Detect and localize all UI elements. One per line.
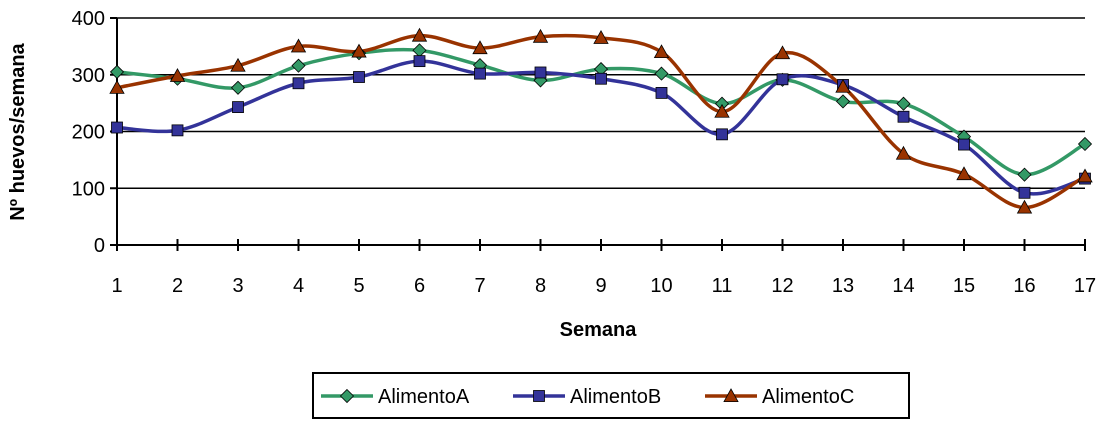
point-alimentob-9 bbox=[595, 72, 607, 85]
x-tick-label-12: 12 bbox=[771, 275, 793, 297]
y-tick-label-200: 200 bbox=[72, 122, 105, 144]
y-tick-label-300: 300 bbox=[72, 65, 105, 87]
point-alimentoa-1 bbox=[109, 64, 125, 79]
point-alimentoc-11 bbox=[714, 103, 730, 118]
y-tick-label-100: 100 bbox=[72, 178, 105, 200]
x-tick-label-5: 5 bbox=[353, 275, 364, 297]
point-alimentoc-16 bbox=[1016, 199, 1033, 214]
x-tick-label-15: 15 bbox=[953, 275, 975, 297]
x-tick-label-3: 3 bbox=[232, 275, 243, 297]
y-tick-label-400: 400 bbox=[72, 8, 105, 30]
point-alimentob-7 bbox=[474, 67, 486, 80]
point-alimentoa-14 bbox=[896, 96, 911, 111]
x-tick-label-10: 10 bbox=[650, 275, 672, 297]
point-alimentoc-7 bbox=[472, 40, 488, 55]
legend-marker-alimentoc bbox=[723, 388, 739, 403]
x-tick-label-14: 14 bbox=[892, 275, 914, 297]
y-axis-title: Nº huevos/semana bbox=[7, 42, 29, 220]
x-tick-label-6: 6 bbox=[414, 275, 425, 297]
point-alimentoc-6 bbox=[411, 27, 428, 42]
point-alimentoa-13 bbox=[835, 94, 851, 109]
point-alimentob-1 bbox=[111, 121, 123, 134]
x-tick-label-11: 11 bbox=[712, 275, 733, 297]
point-alimentob-3 bbox=[232, 101, 244, 113]
point-alimentob-6 bbox=[413, 55, 426, 68]
x-tick-label-7: 7 bbox=[474, 275, 485, 297]
legend: AlimentoA AlimentoB AlimentoC bbox=[312, 372, 910, 419]
series-lines bbox=[116, 33, 1086, 210]
legend-label-alimentoa: AlimentoA bbox=[378, 386, 470, 408]
point-alimentoc-8 bbox=[532, 28, 549, 43]
y-tick-label-0: 0 bbox=[94, 235, 105, 257]
series-line-alimentob bbox=[116, 59, 1086, 196]
point-alimentoc-9 bbox=[593, 30, 609, 44]
x-tick-label-8: 8 bbox=[535, 275, 546, 297]
x-tick-label-17: 17 bbox=[1074, 275, 1096, 297]
legend-box bbox=[312, 372, 910, 419]
x-tick-label-16: 16 bbox=[1013, 275, 1035, 297]
legend-label-alimentob: AlimentoB bbox=[570, 386, 661, 408]
point-alimentob-2 bbox=[171, 124, 184, 137]
point-alimentob-4 bbox=[292, 77, 305, 90]
series-line-alimentoa bbox=[116, 47, 1086, 177]
point-alimentob-5 bbox=[353, 71, 365, 83]
point-alimentoc-13 bbox=[835, 78, 851, 93]
series-line-alimentoc bbox=[116, 33, 1086, 210]
legend-marker-alimentoa bbox=[339, 388, 355, 404]
axes bbox=[110, 17, 1086, 251]
point-alimentoa-3 bbox=[230, 80, 246, 95]
legend-item-alimentob: AlimentoB bbox=[513, 386, 661, 408]
x-tick-label-1: 1 bbox=[111, 275, 122, 297]
point-alimentoc-3 bbox=[230, 57, 246, 72]
point-alimentob-16 bbox=[1018, 186, 1031, 199]
x-axis-title: Semana bbox=[560, 319, 638, 341]
point-alimentoa-4 bbox=[291, 58, 306, 73]
point-alimentob-15 bbox=[958, 138, 970, 151]
legend-item-alimentoa: AlimentoA bbox=[321, 386, 470, 408]
point-alimentoc-10 bbox=[653, 44, 670, 59]
legend-marker-alimentob bbox=[533, 390, 545, 402]
point-alimentoa-6 bbox=[412, 43, 427, 58]
point-alimentoc-17 bbox=[1077, 168, 1093, 183]
x-tick-label-9: 9 bbox=[595, 275, 606, 297]
point-alimentob-14 bbox=[897, 110, 910, 123]
point-alimentoa-17 bbox=[1077, 136, 1093, 152]
point-alimentoc-1 bbox=[109, 79, 125, 94]
point-alimentoc-4 bbox=[290, 38, 307, 53]
point-alimentoc-12 bbox=[774, 45, 791, 60]
point-alimentob-12 bbox=[776, 73, 789, 86]
x-tick-label-4: 4 bbox=[293, 275, 304, 297]
point-alimentob-8 bbox=[534, 66, 547, 79]
point-alimentoc-15 bbox=[956, 166, 972, 181]
point-alimentoc-14 bbox=[895, 145, 912, 160]
point-alimentob-11 bbox=[716, 128, 728, 141]
point-alimentoc-2 bbox=[169, 68, 186, 82]
point-alimentob-10 bbox=[655, 87, 668, 99]
legend-item-alimentoc: AlimentoC bbox=[705, 386, 854, 408]
point-alimentoa-16 bbox=[1017, 167, 1032, 182]
point-alimentoa-10 bbox=[654, 66, 669, 81]
legend-label-alimentoc: AlimentoC bbox=[762, 386, 854, 408]
x-tick-label-13: 13 bbox=[832, 275, 854, 297]
x-tick-label-2: 2 bbox=[172, 275, 183, 297]
series-markers bbox=[109, 27, 1093, 214]
point-alimentoc-5 bbox=[351, 43, 367, 58]
